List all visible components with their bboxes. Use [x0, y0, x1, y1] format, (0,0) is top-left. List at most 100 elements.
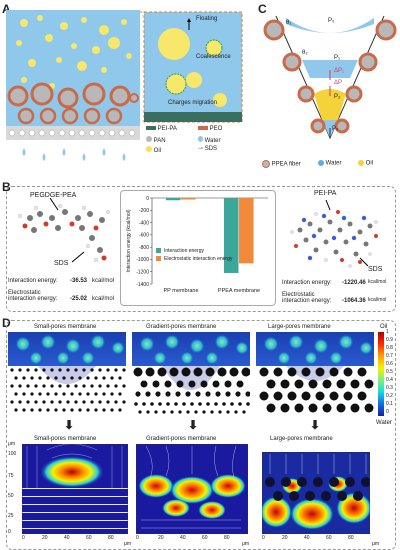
bar-interaction-1	[223, 198, 239, 273]
right-ie-value: -1220.46	[342, 280, 366, 286]
left-sds-label: SDS	[54, 260, 69, 267]
x-tick-0-3: 0	[262, 535, 265, 541]
x-tick-20-2: 20	[158, 535, 164, 541]
x-tick-0-1: 0	[22, 535, 25, 541]
cb-tick-08: 0.8	[386, 345, 393, 351]
y-tick-label: -400	[139, 220, 149, 226]
c-label-theta2: θ₂	[302, 50, 308, 56]
y-unit-1: μm	[8, 441, 16, 447]
cb-tick-09: 0.9	[386, 337, 393, 343]
x-tick-80-2: 80	[224, 535, 230, 541]
right-ee-label: Electrostatic interaction energy:	[282, 292, 332, 304]
panel-c-letter: C	[258, 2, 267, 16]
x-tick-0-2: 0	[136, 535, 139, 541]
y-tick-0-1: 0	[8, 529, 11, 535]
x-tick-80-1: 80	[108, 535, 114, 541]
x-tick-20-3: 20	[282, 535, 288, 541]
cb-tick-0: 0	[386, 409, 389, 415]
flow-large-pores	[262, 452, 370, 534]
c-legend-oil: Oil	[365, 160, 374, 167]
pei-pa-title: PEI-PA	[314, 190, 337, 197]
pei-pa-molecule	[290, 200, 378, 268]
panel-a-letter: A	[2, 2, 11, 16]
flow-large-xaxis: 0 20 40 60 80	[262, 536, 372, 544]
legend-pei-pa: PEI-PA	[157, 126, 177, 132]
oil-droplets	[16, 15, 132, 89]
y-tick-50-1: 50	[8, 493, 14, 499]
substrate-pores	[8, 129, 136, 137]
water-top	[286, 18, 374, 33]
bar-electrostatic-1	[239, 198, 254, 264]
down-arrow-3: ⬇	[310, 418, 321, 432]
colorbar-ticks: 1 0.9 0.8 0.7 0.6 0.5 0.4 0.3 0.2 0.1 0	[386, 330, 400, 418]
left-ee-label: Electrostatic interaction energy:	[8, 290, 58, 302]
legend-oil: Oil	[153, 148, 162, 154]
legend-sds: SDS	[204, 146, 218, 152]
top-title-large: Large-pores membrane	[268, 324, 331, 330]
x-tick-20-1: 20	[42, 535, 48, 541]
y-tick-label: -1000	[136, 257, 149, 263]
right-ee-value: -1064.36	[342, 298, 366, 304]
c-legend-water: Water	[325, 160, 342, 167]
flow-small-pores	[22, 444, 128, 534]
cb-tick-02: 0.2	[386, 393, 393, 399]
x-tick-80-3: 80	[348, 535, 354, 541]
flow-gradient-xaxis: 0 20 40 60 80	[136, 536, 248, 544]
x-tick-60-3: 60	[326, 535, 332, 541]
colorbar-top-label: Oil	[380, 324, 388, 330]
pegdge-pea-molecule	[18, 198, 110, 263]
down-arrow-1: ⬇	[64, 418, 75, 432]
pegdge-pea-title: PEGDGE-PEA	[30, 192, 77, 199]
coalescence-label: Coalescence	[196, 54, 231, 60]
cb-tick-04: 0.4	[386, 377, 393, 383]
colorbar-bottom-label: Water	[376, 420, 392, 426]
x-tick-40-1: 40	[64, 535, 70, 541]
legend-swatch-0	[156, 248, 161, 253]
bar-interaction-0	[165, 198, 181, 201]
legend-label-0: Interaction energy	[164, 248, 205, 254]
y-tick-label: -200	[139, 208, 149, 214]
panel-a-illustration	[6, 10, 243, 161]
panel-c-illustration	[263, 15, 397, 140]
fibers-left	[263, 19, 326, 134]
right-sds-label: SDS	[368, 266, 383, 273]
sim-gradient-pores	[132, 332, 250, 416]
x-tick-60-2: 60	[202, 535, 208, 541]
cb-tick-06: 0.6	[386, 361, 393, 367]
legend-swatch-1	[156, 256, 161, 261]
y-tick-25-1: 25	[8, 513, 14, 519]
flow-gradient-pores	[136, 444, 248, 534]
x-unit-3: μm	[372, 541, 380, 547]
x-unit-1: μm	[124, 541, 132, 547]
cb-tick-1: 1	[386, 329, 389, 335]
bar-electrostatic-0	[181, 198, 196, 200]
left-ee-unit: kcal/mol	[92, 296, 115, 302]
panel-b-letter: B	[2, 180, 11, 194]
fibers-right	[334, 19, 397, 134]
c-label-dp1: ΔP₁	[334, 68, 345, 74]
x-tick-60-1: 60	[86, 535, 92, 541]
floating-label: Floating	[196, 16, 218, 22]
legend-label-1: Electrostatic interaction energy	[164, 256, 233, 262]
water-drops	[22, 148, 126, 161]
migration-label: Charges migration	[168, 100, 218, 106]
flow-small-xaxis: 0 20 40 60 80	[22, 536, 132, 544]
sim-small-pores	[8, 332, 126, 416]
left-ee-value: -25.02	[70, 296, 88, 302]
cb-tick-07: 0.7	[386, 353, 393, 359]
fiber-row-mid	[17, 107, 123, 125]
y-tick-75-1: 75	[8, 473, 14, 479]
colorbar	[378, 332, 384, 416]
water-mid	[302, 60, 358, 78]
fiber-row-top	[7, 82, 139, 109]
x-category-label: PPEA membrane	[218, 288, 260, 294]
x-tick-40-3: 40	[304, 535, 310, 541]
c-label-p2: P₂	[334, 94, 341, 100]
y-tick-100-1: 100	[8, 451, 17, 457]
flow-small-yaxis: μm 100 75 50 25 0	[8, 442, 22, 536]
legend-water: Water	[204, 138, 221, 144]
y-tick-label: 0	[146, 196, 149, 202]
left-ie-unit: kcal/mol	[92, 278, 115, 284]
c-legend-fiber: PPEA fiber	[271, 161, 301, 168]
legend-peo: PEO	[209, 126, 223, 132]
